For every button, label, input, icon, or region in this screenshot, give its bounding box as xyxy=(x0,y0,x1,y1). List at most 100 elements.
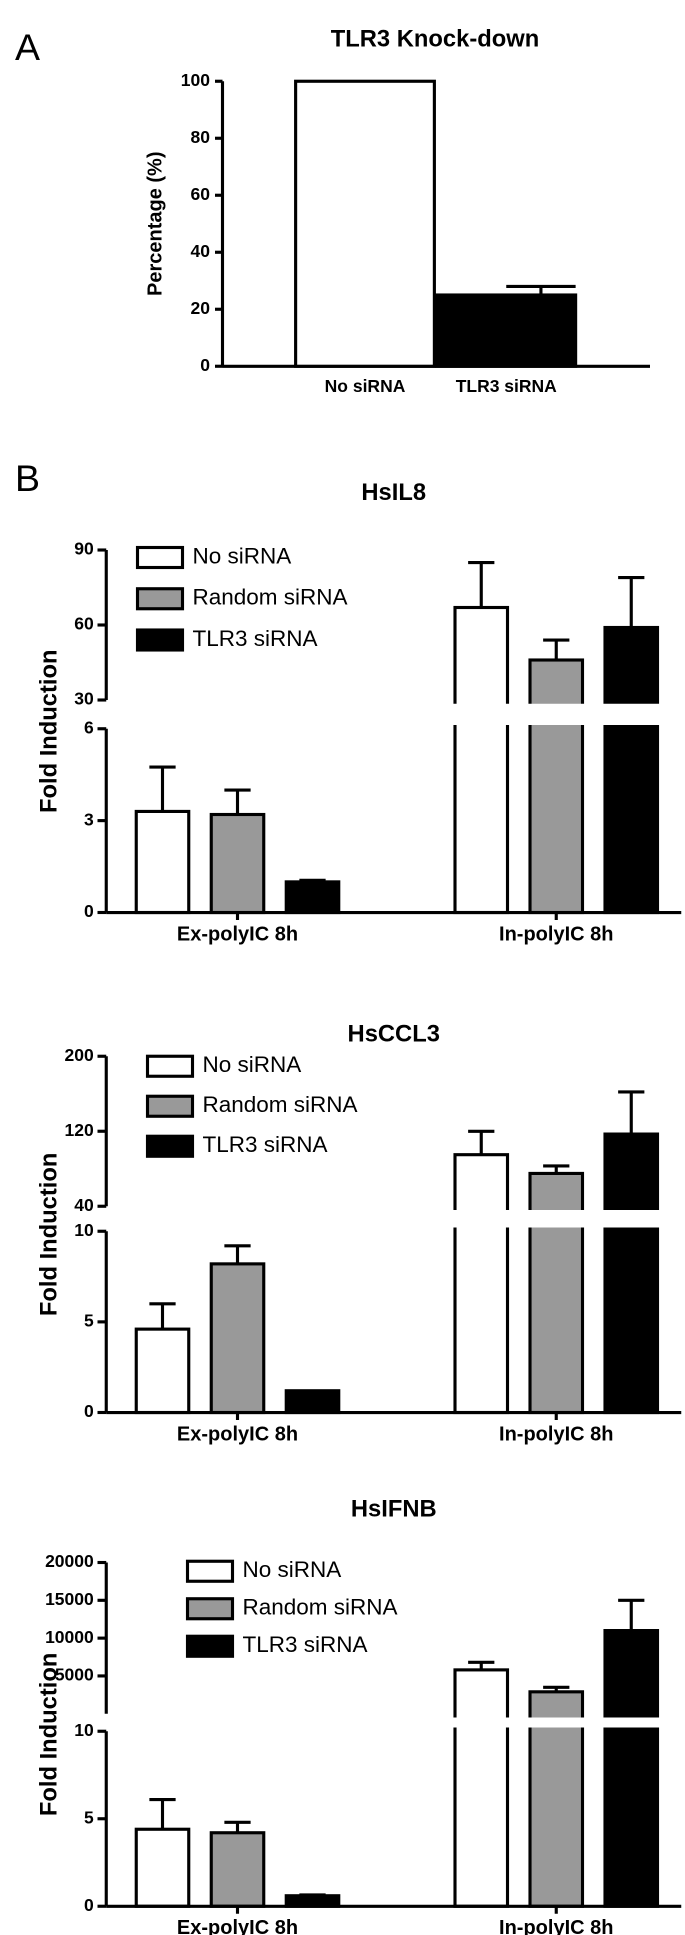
legend-swatch xyxy=(145,1094,195,1118)
error-bar xyxy=(543,1685,570,1692)
panel-label: B xyxy=(15,457,40,499)
legend-label: TLR3 siRNA xyxy=(243,1632,368,1657)
bar xyxy=(134,1327,191,1415)
error-bar xyxy=(224,788,251,815)
error-bar xyxy=(149,765,176,812)
bar xyxy=(528,1690,585,1908)
y-tick-label: 20 xyxy=(191,298,211,318)
legend-label: TLR3 siRNA xyxy=(203,1132,328,1157)
y-tick-label: 60 xyxy=(191,184,211,204)
y-tick-label: 0 xyxy=(200,355,210,375)
chart-title: TLR3 Knock-down xyxy=(331,25,539,52)
panel-label: A xyxy=(15,26,40,68)
x-tick-label: Ex-polyIC 8h xyxy=(177,1423,298,1445)
x-tick-label: In-polyIC 8h xyxy=(499,923,613,945)
legend-label: Random siRNA xyxy=(203,1092,358,1117)
error-bar xyxy=(224,1820,251,1833)
legend-label: Random siRNA xyxy=(243,1595,398,1620)
y-tick-label: 6 xyxy=(84,717,94,737)
y-tick-label: 15000 xyxy=(45,1589,94,1609)
bar xyxy=(435,293,578,368)
legend-swatch xyxy=(185,1559,235,1583)
error-bar xyxy=(149,1797,176,1830)
legend-swatch xyxy=(145,1134,195,1158)
bar xyxy=(528,658,585,915)
bar xyxy=(528,1171,585,1415)
y-axis-label: Fold Induction xyxy=(35,1153,62,1317)
error-bar xyxy=(224,1244,251,1264)
y-tick-label: 10 xyxy=(74,1220,94,1240)
y-tick-label: 0 xyxy=(84,901,94,921)
legend-swatch xyxy=(135,545,185,570)
x-tick-label: TLR3 siRNA xyxy=(456,376,557,396)
legend-swatch xyxy=(145,1054,195,1078)
y-tick-label: 3 xyxy=(84,809,94,829)
error-bar xyxy=(618,1598,645,1631)
error-bar xyxy=(468,1129,495,1155)
y-tick-label: 5000 xyxy=(55,1665,94,1685)
y-tick-label: 90 xyxy=(74,539,94,559)
bar xyxy=(453,1153,510,1415)
bar xyxy=(453,1668,510,1908)
y-axis-label: Percentage (%) xyxy=(145,152,167,297)
axis-break xyxy=(91,703,684,725)
error-bar xyxy=(543,1164,570,1174)
bar xyxy=(209,1262,266,1415)
x-tick-label: Ex-polyIC 8h xyxy=(177,1917,298,1935)
error-bar xyxy=(543,638,570,660)
x-tick-label: In-polyIC 8h xyxy=(499,1917,613,1935)
error-bar xyxy=(618,575,645,628)
y-tick-label: 20000 xyxy=(45,1551,94,1571)
error-bar xyxy=(299,1893,326,1897)
bar xyxy=(453,605,510,915)
legend-label: No siRNA xyxy=(203,1052,302,1077)
bar xyxy=(603,1628,660,1908)
error-bar xyxy=(468,1660,495,1670)
y-tick-label: 5 xyxy=(84,1807,94,1827)
legend-swatch xyxy=(135,628,185,652)
y-tick-label: 30 xyxy=(74,689,94,709)
y-tick-label: 0 xyxy=(84,1401,94,1421)
error-bar xyxy=(149,1302,176,1330)
bar xyxy=(134,1827,191,1908)
y-tick-label: 5 xyxy=(84,1311,94,1331)
axis-break xyxy=(91,1717,684,1728)
x-tick-label: Ex-polyIC 8h xyxy=(177,923,298,945)
y-axis-label: Fold Induction xyxy=(35,649,62,813)
bar xyxy=(284,880,341,915)
y-tick-label: 0 xyxy=(84,1895,94,1915)
legend-label: Random siRNA xyxy=(193,585,348,610)
y-tick-label: 40 xyxy=(191,241,211,261)
y-tick-label: 40 xyxy=(74,1195,94,1215)
error-bar xyxy=(506,284,576,295)
bar xyxy=(209,812,266,915)
bar xyxy=(284,1389,341,1415)
legend-label: TLR3 siRNA xyxy=(193,626,318,651)
bar xyxy=(134,809,191,915)
y-tick-label: 10 xyxy=(74,1720,94,1740)
y-tick-label: 120 xyxy=(65,1120,94,1140)
y-tick-label: 200 xyxy=(65,1045,94,1065)
bar xyxy=(603,625,660,915)
legend-label: No siRNA xyxy=(193,543,292,568)
y-tick-label: 10000 xyxy=(45,1627,94,1647)
legend-swatch xyxy=(185,1634,235,1658)
error-bar xyxy=(299,878,326,882)
y-tick-label: 60 xyxy=(74,614,94,634)
legend-label: No siRNA xyxy=(243,1557,342,1582)
error-bar xyxy=(618,1090,645,1135)
y-axis-label: Fold Induction xyxy=(35,1653,62,1817)
chart-title: HsCCL3 xyxy=(348,1020,440,1047)
chart-title: HsIL8 xyxy=(361,479,426,506)
legend-swatch xyxy=(185,1597,235,1621)
error-bar xyxy=(468,560,495,608)
axis-break xyxy=(91,1210,684,1228)
x-tick-label: No siRNA xyxy=(325,376,406,396)
x-tick-label: In-polyIC 8h xyxy=(499,1423,613,1445)
legend-swatch xyxy=(135,587,185,611)
y-tick-label: 100 xyxy=(181,70,210,90)
bar xyxy=(294,79,436,368)
bar xyxy=(284,1894,341,1908)
chart-title: HsIFNB xyxy=(351,1495,437,1522)
